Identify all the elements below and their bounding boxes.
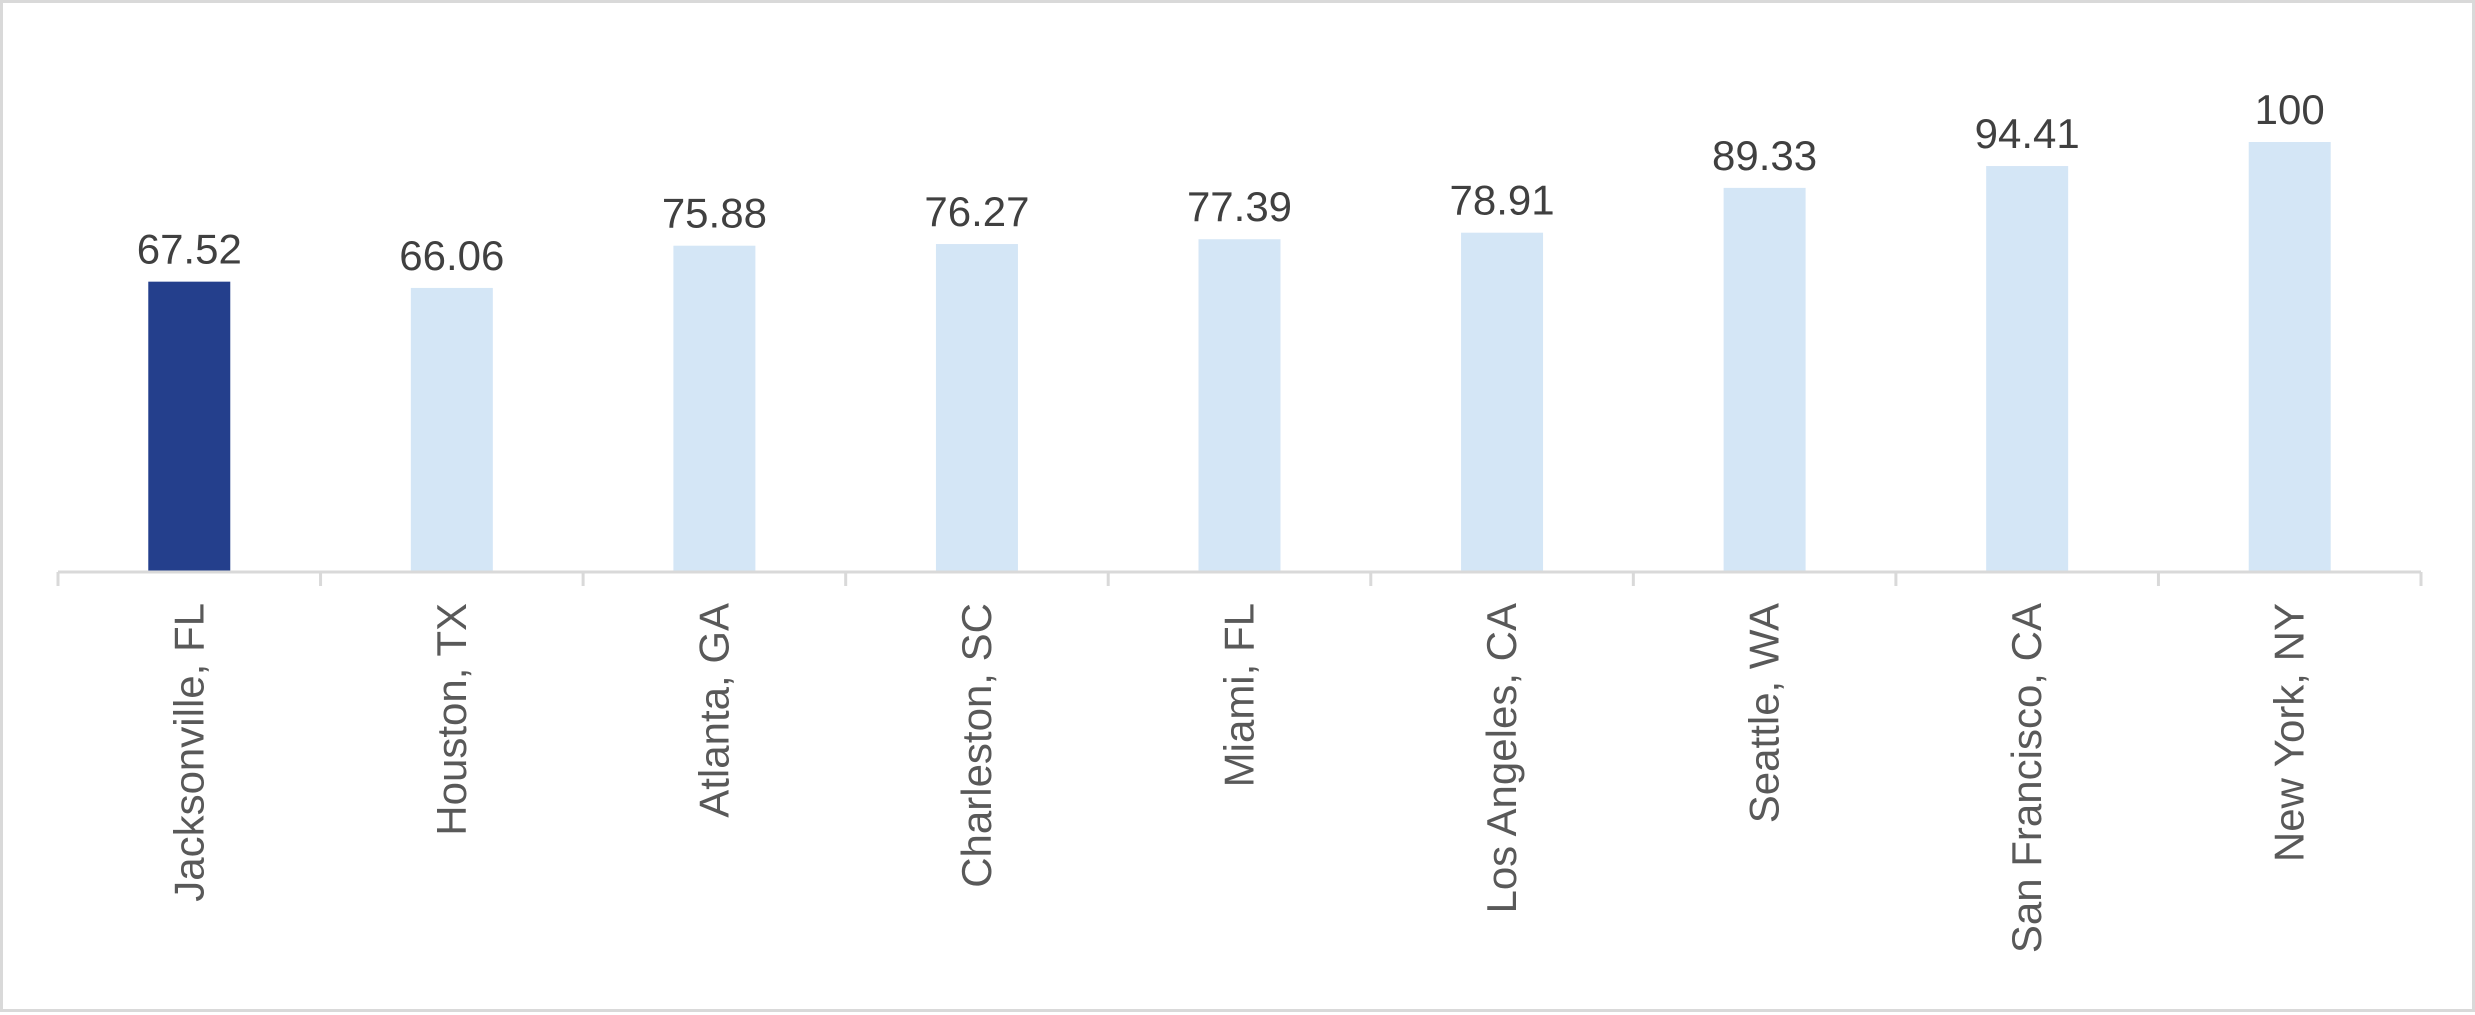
bar-3 xyxy=(935,244,1018,572)
x-tick-label-4: Miami, FL xyxy=(1216,603,1263,787)
x-tick-label-7: San Francisco, CA xyxy=(2003,603,2050,953)
x-tick-label-3: Charleston, SC xyxy=(953,603,1000,888)
bar-4 xyxy=(1198,239,1281,572)
x-axis xyxy=(56,570,2423,586)
bar-7 xyxy=(1986,166,2069,573)
bars-layer xyxy=(148,142,2331,573)
bar-chart: 67.52 66.06 75.88 76.27 77.39 78.91 89.33 94.41… xyxy=(56,86,2423,953)
data-label-6: 89.33 xyxy=(1712,132,1817,179)
x-tick-label-2: Atlanta, GA xyxy=(690,603,737,818)
bar-6 xyxy=(1723,187,1806,573)
data-label-0: 67.52 xyxy=(137,226,242,273)
data-label-2: 75.88 xyxy=(662,190,767,237)
data-label-7: 94.41 xyxy=(1975,110,2080,157)
bar-5 xyxy=(1461,232,1544,572)
x-tick-label-8: New York, NY xyxy=(2266,603,2313,862)
data-labels: 67.52 66.06 75.88 76.27 77.39 78.91 89.33 94.41… xyxy=(137,86,2325,279)
data-label-1: 66.06 xyxy=(399,232,504,279)
bar-8 xyxy=(2248,142,2331,572)
x-tick-labels: Jacksonville, FL Houston, TX Atlanta, GA Ch… xyxy=(165,603,2312,953)
data-label-3: 76.27 xyxy=(924,188,1029,235)
x-tick-label-5: Los Angeles, CA xyxy=(1478,603,1525,914)
data-label-5: 78.91 xyxy=(1450,177,1555,224)
data-label-4: 77.39 xyxy=(1187,183,1292,230)
x-tick-label-0: Jacksonville, FL xyxy=(165,603,212,902)
bar-2 xyxy=(673,245,756,572)
bar-1 xyxy=(410,287,493,572)
bar-0 xyxy=(148,281,231,572)
data-label-8: 100 xyxy=(2255,86,2325,133)
x-tick-label-1: Houston, TX xyxy=(428,603,475,836)
x-tick-label-6: Seattle, WA xyxy=(1741,603,1788,823)
